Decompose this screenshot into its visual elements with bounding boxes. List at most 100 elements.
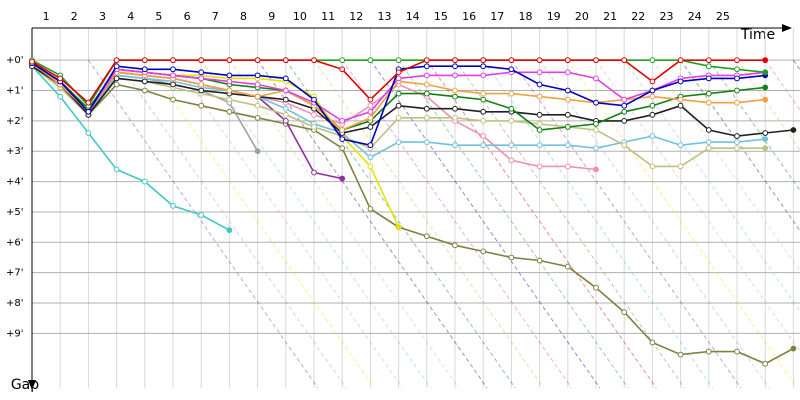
y-tick-label: +2' [6,116,24,127]
lap-marker [564,142,571,149]
lap-marker [677,163,684,170]
x-tick-label: 10 [293,10,307,23]
lap-marker [311,111,317,118]
lap-marker [57,93,64,100]
lap-marker [480,96,487,103]
lap-marker [480,72,487,79]
lap-marker [113,57,120,64]
lap-marker [536,93,543,100]
y-tick-label: +1' [6,86,24,97]
lap-marker [226,72,233,79]
lap-marker [113,75,120,82]
lap-guide [792,59,800,71]
lap-marker [423,114,430,121]
lap-marker [57,75,64,82]
lap-marker [339,57,346,64]
lap-marker [564,69,571,76]
lap-marker [198,57,205,64]
lap-marker [141,66,148,73]
series-line [31,65,794,137]
lap-marker [564,163,571,170]
lap-marker [311,57,317,64]
lap-marker [649,111,656,118]
x-tick-label: 2 [71,10,78,23]
lap-marker [480,248,487,255]
lap-marker [762,96,769,103]
lap-guide [539,59,770,389]
lap-marker [367,124,374,130]
x-tick-label: 25 [716,10,730,23]
x-tick-label: 5 [155,10,162,23]
lap-marker [649,133,656,139]
lap-marker [677,57,684,64]
lap-guide [144,59,375,389]
lap-marker [621,102,628,109]
lap-marker [677,78,684,85]
lap-marker [790,127,797,133]
lap-marker [311,124,317,130]
lap-marker [536,57,543,64]
y-tick-label: +0' [6,55,24,66]
lap-marker [423,72,430,79]
lap-marker [423,57,430,64]
lap-marker [762,69,769,76]
lap-marker [423,105,430,112]
lap-marker [452,105,458,112]
y-tick-label: +9' [6,328,24,339]
lap-marker [198,69,205,76]
lap-marker [198,75,205,82]
lap-marker [677,351,684,358]
lap-guide [172,59,403,389]
lap-marker [282,87,289,94]
lap-marker [705,145,712,152]
lap-marker [141,178,148,185]
lap-marker [367,142,374,149]
lap-marker [141,57,148,64]
lap-marker [621,142,628,149]
lap-marker [423,139,430,146]
lap-marker [395,57,402,64]
lap-marker [480,117,487,124]
x-tick-label: 15 [434,10,448,23]
lap-marker [536,121,543,127]
lap-guide [398,59,629,389]
lap-marker [564,111,571,118]
lap-marker [367,163,374,170]
x-tick-label: 12 [349,10,363,23]
lap-marker [85,108,92,115]
lap-marker [734,87,740,94]
lap-guide [228,59,460,389]
lap-marker [452,142,458,149]
lap-marker [705,57,712,64]
lap-marker [677,142,684,149]
lap-marker [536,127,543,133]
x-tick-label: 23 [660,10,674,23]
lap-marker [254,57,261,64]
lap-marker [395,75,402,82]
lap-marker [705,139,712,146]
lap-marker [226,87,233,94]
lap-marker [282,117,289,124]
lap-marker [254,93,261,100]
lap-marker [170,96,176,103]
lap-marker [480,108,487,115]
lap-marker [734,145,740,152]
lap-marker [621,309,628,316]
lap-marker [198,81,205,88]
lap-marker [170,202,176,209]
lap-marker [367,114,374,121]
x-tick-label: 11 [321,10,335,23]
lap-marker [649,78,656,85]
lap-marker [282,111,289,118]
lap-marker [226,108,233,115]
lap-marker [339,117,346,124]
lap-marker [339,127,346,133]
lap-marker [339,66,346,73]
lap-marker [593,75,599,82]
x-tick-label: 4 [127,10,134,23]
lap-marker [395,139,402,146]
lap-marker [593,57,599,64]
lap-marker [170,66,176,73]
lap-marker [452,114,458,121]
